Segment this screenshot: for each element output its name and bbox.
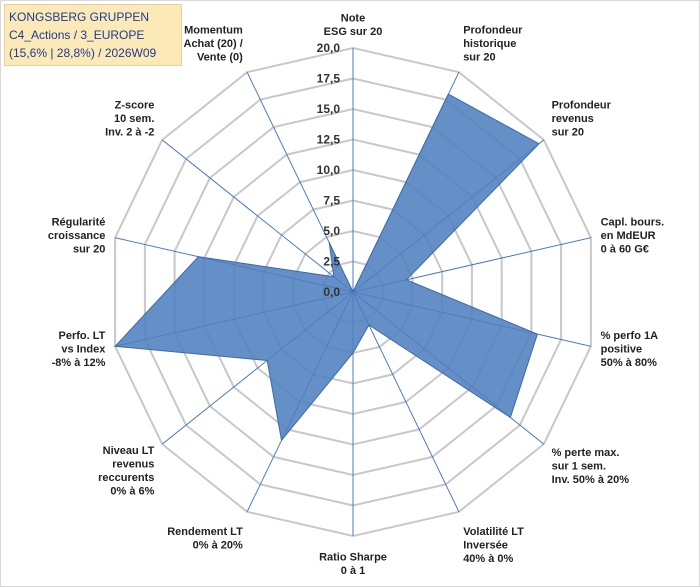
axis-label-line: % perfo 1A xyxy=(601,330,659,342)
title-company: KONGSBERG GRUPPEN xyxy=(9,10,150,24)
tick-label: 5,0 xyxy=(323,224,340,238)
axis-label-10: Perfo. LT vs Index -8% à 12% xyxy=(52,330,107,369)
radar-series xyxy=(114,93,540,442)
axis-label-8: Rendement LT 0% à 20% xyxy=(167,526,243,552)
axis-label-line: Inversée xyxy=(463,540,508,552)
axis-label-2: Profondeur revenus sur 20 xyxy=(552,100,612,139)
tick-label: 0,0 xyxy=(323,285,340,299)
axis-label-line: Inv. 2 à -2 xyxy=(105,127,154,139)
title-stats: (15,6% | 28,8%) / 2026W09 xyxy=(9,46,157,60)
axis-label-line: sur 1 sem. xyxy=(552,461,606,473)
tick-label: 12,5 xyxy=(317,133,341,147)
tick-label: 17,5 xyxy=(317,72,341,86)
axis-spoke-12 xyxy=(161,139,354,293)
axis-label-line: Ratio Sharpe xyxy=(319,552,387,564)
tick-label: 15,0 xyxy=(317,102,341,116)
axis-label-line: 0% à 20% xyxy=(193,540,243,552)
axis-label-line: historique xyxy=(463,38,516,50)
axis-label-line: vs Index xyxy=(61,344,106,356)
axis-label-12: Z-score 10 sem. Inv. 2 à -2 xyxy=(105,100,154,139)
tick-label: 2,5 xyxy=(323,255,340,269)
axis-label-5: % perte max. sur 1 sem. Inv. 50% à 20% xyxy=(552,447,630,486)
axis-label-line: ESG sur 20 xyxy=(324,26,383,38)
axis-label-line: 0 à 60 G€ xyxy=(601,243,649,255)
axis-label-3: Capl. bours. en MdEUR 0 à 60 G€ xyxy=(601,216,665,255)
axis-label-line: Profondeur xyxy=(552,100,612,112)
axis-label-6: Volatilité LT Inversée 40% à 0% xyxy=(463,526,524,565)
axis-label-line: positive xyxy=(601,344,643,356)
axis-label-line: 40% à 0% xyxy=(463,553,513,565)
axis-label-line: Vente (0) xyxy=(197,51,243,63)
axis-label-line: -8% à 12% xyxy=(52,357,106,369)
axis-label-1: Profondeur historique sur 20 xyxy=(463,24,523,63)
axis-label-line: Niveau LT xyxy=(103,445,155,457)
axis-label-line: Profondeur xyxy=(463,24,523,36)
chart-title-box: KONGSBERG GRUPPEN C4_Actions / 3_EUROPE … xyxy=(4,4,182,66)
radar-axis-labels: Note ESG sur 20 Profondeur historique sur 20… xyxy=(48,13,664,578)
axis-label-line: Achat (20) / xyxy=(184,38,243,50)
axis-label-line: revenus xyxy=(112,459,154,471)
tick-label: 20,0 xyxy=(317,41,341,55)
axis-label-line: Volatilité LT xyxy=(463,526,524,538)
axis-label-line: sur 20 xyxy=(73,243,105,255)
axis-label-line: croissance xyxy=(48,230,105,242)
axis-label-0: Note ESG sur 20 xyxy=(324,13,383,39)
axis-label-line: Inv. 50% à 20% xyxy=(552,474,630,486)
axis-label-line: sur 20 xyxy=(463,51,495,63)
axis-label-line: % perte max. xyxy=(552,447,620,459)
axis-label-line: 0 à 1 xyxy=(341,565,365,577)
axis-label-line: en MdEUR xyxy=(601,230,656,242)
axis-label-line: Perfo. LT xyxy=(59,330,106,342)
tick-label: 7,5 xyxy=(323,194,340,208)
axis-label-line: sur 20 xyxy=(552,127,584,139)
axis-label-11: Régularité croissance sur 20 xyxy=(48,216,105,255)
axis-label-line: reccurents xyxy=(98,472,154,484)
axis-label-line: Capl. bours. xyxy=(601,216,665,228)
axis-label-line: 0% à 6% xyxy=(110,486,154,498)
tick-label: 10,0 xyxy=(317,163,341,177)
axis-label-4: % perfo 1A positive 50% à 80% xyxy=(601,330,659,369)
axis-spoke-6 xyxy=(352,291,460,512)
radar-tick-labels: 0,0 2,5 5,0 7,5 10,0 12,5 15,0 17,5 20,0 xyxy=(317,41,341,299)
axis-label-line: Rendement LT xyxy=(167,526,243,538)
title-category: C4_Actions / 3_EUROPE xyxy=(9,28,145,42)
axis-label-line: Z-score xyxy=(115,100,155,112)
axis-label-line: Momentum xyxy=(184,24,243,36)
axis-label-9: Niveau LT revenus reccurents 0% à 6% xyxy=(98,445,155,498)
axis-label-line: 50% à 80% xyxy=(601,357,657,369)
axis-label-7: Ratio Sharpe 0 à 1 xyxy=(319,552,387,578)
axis-label-13: Momentum Achat (20) / Vente (0) xyxy=(184,24,244,63)
axis-label-line: 10 sem. xyxy=(114,113,154,125)
series-area xyxy=(114,93,540,442)
axis-label-line: Régularité xyxy=(52,216,106,228)
axis-label-line: revenus xyxy=(552,113,594,125)
axis-label-line: Note xyxy=(341,13,365,25)
